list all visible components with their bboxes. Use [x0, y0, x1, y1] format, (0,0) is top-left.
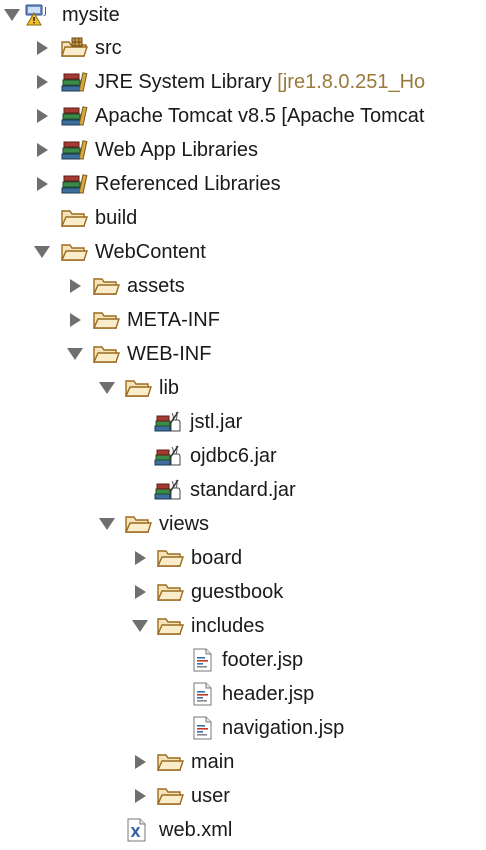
folder-icon: [156, 784, 184, 808]
tree-item-label: guestbook: [191, 581, 284, 603]
tree-item-label: src: [95, 37, 122, 59]
expand-toggle-views[interactable]: [99, 516, 115, 532]
tree-item-label: JRE System Library [jre1.8.0.251_Ho: [95, 70, 425, 94]
tree-item-label: Web App Libraries: [95, 139, 259, 161]
expand-toggle-webapp-libs[interactable]: [34, 142, 50, 158]
tree-item-label: header.jsp: [222, 683, 315, 705]
folder-icon: [156, 580, 184, 604]
expand-toggle-board[interactable]: [132, 550, 148, 566]
expand-toggle-user[interactable]: [132, 788, 148, 804]
jsp-file-icon: [190, 682, 218, 706]
tree-item-web-inf[interactable]: WEB-INF: [0, 337, 486, 371]
tree-item-jre-system-library[interactable]: JRE System Library [jre1.8.0.251_Ho: [0, 65, 486, 99]
tree-item-web-app-libraries[interactable]: Web App Libraries: [0, 133, 486, 167]
tree-item-footer-jsp[interactable]: footer.jsp: [0, 643, 486, 677]
tree-item-label: navigation.jsp: [222, 717, 345, 739]
folder-icon: [156, 546, 184, 570]
tree-item-lib[interactable]: lib: [0, 371, 486, 405]
tree-item-label: lib: [159, 377, 180, 399]
library-decoration: [jre1.8.0.251_Ho: [277, 71, 426, 93]
tree-item-label: user: [191, 785, 230, 807]
tree-item-ojdbc6-jar[interactable]: ojdbc6.jar: [0, 439, 486, 473]
expand-toggle-includes[interactable]: [132, 618, 148, 634]
folder-icon: [124, 376, 152, 400]
tree-item-navigation-jsp[interactable]: navigation.jsp: [0, 711, 486, 745]
tree-item-referenced-libraries[interactable]: Referenced Libraries: [0, 167, 486, 201]
tree-item-web-xml[interactable]: X web.xml: [0, 813, 486, 847]
xml-file-icon: X: [124, 818, 152, 842]
tree-item-label: standard.jar: [190, 479, 296, 501]
jar-icon: [154, 410, 182, 434]
jsp-file-icon: [190, 716, 218, 740]
tree-item-label: mysite: [62, 4, 120, 26]
folder-icon: [92, 342, 120, 366]
tree-item-label: web.xml: [159, 819, 233, 841]
tree-item-label: jstl.jar: [190, 411, 243, 433]
tree-item-apache-tomcat[interactable]: Apache Tomcat v8.5 [Apache Tomcat: [0, 99, 486, 133]
tree-item-src[interactable]: src: [0, 31, 486, 65]
tree-item-label: ojdbc6.jar: [190, 445, 277, 467]
tree-item-label: main: [191, 751, 235, 773]
tree-item-label: includes: [191, 615, 265, 637]
library-icon: [60, 172, 88, 196]
tree-item-label: Apache Tomcat v8.5 [Apache Tomcat: [95, 105, 425, 127]
expand-toggle-lib[interactable]: [99, 380, 115, 396]
expand-toggle-webcontent[interactable]: [34, 244, 50, 260]
tree-item-label: META-INF: [127, 309, 220, 331]
tree-item-includes[interactable]: includes: [0, 609, 486, 643]
folder-icon: [156, 750, 184, 774]
tree-item-label: WEB-INF: [127, 343, 212, 365]
folder-icon: [92, 308, 120, 332]
expand-toggle-meta-inf[interactable]: [67, 312, 83, 328]
library-name: JRE System Library: [95, 71, 272, 93]
folder-icon: [156, 614, 184, 638]
expand-toggle-mysite[interactable]: [4, 7, 20, 23]
expand-toggle-src[interactable]: [34, 40, 50, 56]
tree-item-label: build: [95, 207, 138, 229]
svg-text:J: J: [43, 6, 47, 17]
tree-item-label: views: [159, 513, 210, 535]
folder-icon: [124, 512, 152, 536]
tree-item-user[interactable]: user: [0, 779, 486, 813]
jar-icon: [154, 444, 182, 468]
jar-icon: [154, 478, 182, 502]
tree-item-label: board: [191, 547, 243, 569]
tree-item-label: assets: [127, 275, 185, 297]
expand-toggle-jre[interactable]: [34, 74, 50, 90]
expand-toggle-guestbook[interactable]: [132, 584, 148, 600]
tree-item-mysite[interactable]: J mysite: [0, 0, 486, 32]
tree-item-label: Referenced Libraries: [95, 173, 281, 195]
expand-toggle-tomcat[interactable]: [34, 108, 50, 124]
svg-text:X: X: [131, 826, 141, 841]
library-icon: [60, 70, 88, 94]
tree-item-jstl-jar[interactable]: jstl.jar: [0, 405, 486, 439]
expand-toggle-main[interactable]: [132, 754, 148, 770]
expand-toggle-web-inf[interactable]: [67, 346, 83, 362]
library-icon: [60, 138, 88, 162]
expand-toggle-ref-libs[interactable]: [34, 176, 50, 192]
library-icon: [60, 104, 88, 128]
tree-item-assets[interactable]: assets: [0, 269, 486, 303]
folder-icon: [60, 206, 88, 230]
tree-item-header-jsp[interactable]: header.jsp: [0, 677, 486, 711]
tree-item-guestbook[interactable]: guestbook: [0, 575, 486, 609]
folder-icon: [92, 274, 120, 298]
tree-item-views[interactable]: views: [0, 507, 486, 541]
project-icon: J: [24, 3, 52, 27]
tree-item-main[interactable]: main: [0, 745, 486, 779]
tree-item-board[interactable]: board: [0, 541, 486, 575]
jsp-file-icon: [190, 648, 218, 672]
tree-item-standard-jar[interactable]: standard.jar: [0, 473, 486, 507]
tree-item-build[interactable]: build: [0, 201, 486, 235]
expand-toggle-assets[interactable]: [67, 278, 83, 294]
tree-item-label: WebContent: [95, 241, 206, 263]
tree-item-webcontent[interactable]: WebContent: [0, 235, 486, 269]
tree-item-label: footer.jsp: [222, 649, 304, 671]
package-folder-icon: [60, 36, 88, 60]
folder-icon: [60, 240, 88, 264]
tree-item-meta-inf[interactable]: META-INF: [0, 303, 486, 337]
